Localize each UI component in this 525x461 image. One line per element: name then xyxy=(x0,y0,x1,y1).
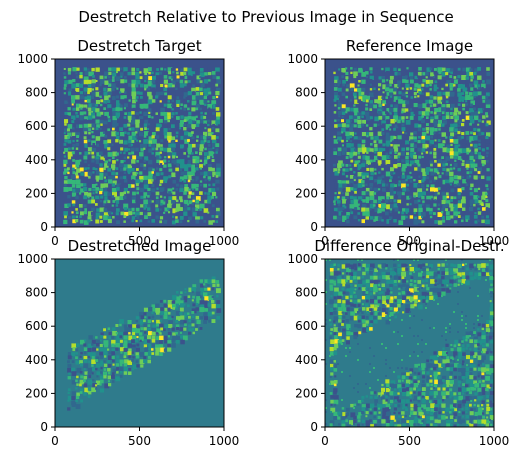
panel-title: Difference Original-Destr. xyxy=(314,237,504,255)
x-tick-label: 1000 xyxy=(479,434,510,448)
panel-title: Destretch Target xyxy=(77,37,201,55)
x-tick-label: 500 xyxy=(398,234,421,248)
y-tick-label: 0 xyxy=(310,420,318,434)
heatmap-image xyxy=(325,59,494,227)
heatmap-image xyxy=(55,259,224,427)
x-tick-label: 0 xyxy=(51,434,59,448)
y-tick-label: 800 xyxy=(295,286,318,300)
y-tick-label: 600 xyxy=(25,119,48,133)
y-tick-label: 1000 xyxy=(287,52,318,66)
y-tick-label: 400 xyxy=(25,353,48,367)
y-tick-label: 800 xyxy=(25,86,48,100)
y-tick-label: 0 xyxy=(40,220,48,234)
x-tick-label: 1000 xyxy=(209,434,240,448)
y-tick-label: 600 xyxy=(25,319,48,333)
y-tick-label: 800 xyxy=(295,86,318,100)
x-tick-label: 0 xyxy=(51,234,59,248)
y-tick-label: 1000 xyxy=(17,52,48,66)
y-tick-label: 200 xyxy=(295,386,318,400)
heatmap-image xyxy=(325,259,494,427)
y-tick-label: 600 xyxy=(295,319,318,333)
panel-title: Reference Image xyxy=(346,37,473,55)
x-tick-label: 1000 xyxy=(209,234,240,248)
y-tick-label: 800 xyxy=(25,286,48,300)
x-tick-label: 1000 xyxy=(479,234,510,248)
panel-title: Destretched Image xyxy=(68,237,212,255)
y-tick-label: 400 xyxy=(295,153,318,167)
x-tick-label: 0 xyxy=(321,434,329,448)
heatmap-image xyxy=(55,59,224,227)
y-tick-label: 0 xyxy=(310,220,318,234)
x-tick-label: 0 xyxy=(321,234,329,248)
panel-4: Difference Original-Destr.0 500 1000020040… xyxy=(287,237,509,448)
y-tick-label: 1000 xyxy=(17,252,48,266)
y-tick-label: 200 xyxy=(25,386,48,400)
y-tick-label: 400 xyxy=(295,353,318,367)
x-tick-label: 500 xyxy=(398,434,421,448)
x-tick-label: 500 xyxy=(128,234,151,248)
panel-1: Destretch Target 0 500 1000 0 200 400 600 800 100… xyxy=(17,37,239,248)
y-tick-label: 200 xyxy=(295,186,318,200)
y-tick-label: 200 xyxy=(25,186,48,200)
x-tick-label: 500 xyxy=(128,434,151,448)
figure-suptitle: Destretch Relative to Previous Image in … xyxy=(78,8,453,26)
y-tick-label: 1000 xyxy=(287,252,318,266)
panel-2: Reference Image 0 500 1000 0 200 400 600 800 1000 xyxy=(287,37,509,248)
y-tick-label: 0 xyxy=(40,420,48,434)
y-tick-label: 600 xyxy=(295,119,318,133)
y-tick-label: 400 xyxy=(25,153,48,167)
